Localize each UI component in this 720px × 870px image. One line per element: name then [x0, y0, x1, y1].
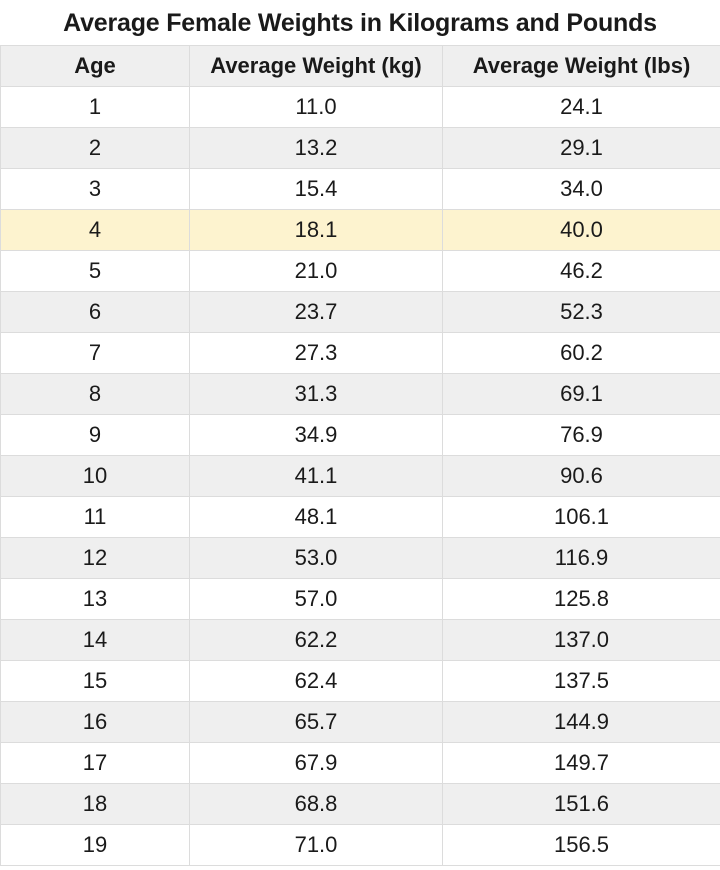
cell-age: 7 — [0, 332, 190, 374]
cell-age: 15 — [0, 660, 190, 702]
header-weight-kg: Average Weight (kg) — [189, 45, 443, 87]
header-age: Age — [0, 45, 190, 87]
table-row: 16 65.7 144.9 — [0, 701, 720, 743]
cell-weight-lbs: 69.1 — [442, 373, 720, 415]
cell-weight-kg: 48.1 — [189, 496, 443, 538]
table-row: 19 71.0 156.5 — [0, 824, 720, 866]
cell-age: 11 — [0, 496, 190, 538]
cell-weight-kg: 23.7 — [189, 291, 443, 333]
table-row: 17 67.9 149.7 — [0, 742, 720, 784]
cell-weight-kg: 65.7 — [189, 701, 443, 743]
table-row: 9 34.9 76.9 — [0, 414, 720, 456]
table-row: 14 62.2 137.0 — [0, 619, 720, 661]
cell-weight-kg: 15.4 — [189, 168, 443, 210]
table-row: 12 53.0 116.9 — [0, 537, 720, 579]
cell-age: 12 — [0, 537, 190, 579]
cell-weight-lbs: 156.5 — [442, 824, 720, 866]
cell-age: 10 — [0, 455, 190, 497]
cell-weight-kg: 53.0 — [189, 537, 443, 579]
cell-weight-kg: 21.0 — [189, 250, 443, 292]
cell-age: 2 — [0, 127, 190, 169]
cell-age: 14 — [0, 619, 190, 661]
cell-age: 18 — [0, 783, 190, 825]
cell-weight-kg: 18.1 — [189, 209, 443, 251]
cell-age: 3 — [0, 168, 190, 210]
cell-age: 8 — [0, 373, 190, 415]
cell-weight-lbs: 76.9 — [442, 414, 720, 456]
header-weight-lbs: Average Weight (lbs) — [442, 45, 720, 87]
table-row: 8 31.3 69.1 — [0, 373, 720, 415]
cell-weight-lbs: 60.2 — [442, 332, 720, 374]
cell-weight-lbs: 29.1 — [442, 127, 720, 169]
cell-weight-lbs: 34.0 — [442, 168, 720, 210]
table-title: Average Female Weights in Kilograms and … — [63, 9, 657, 37]
cell-age: 16 — [0, 701, 190, 743]
cell-weight-kg: 68.8 — [189, 783, 443, 825]
cell-weight-kg: 13.2 — [189, 127, 443, 169]
table-row: 13 57.0 125.8 — [0, 578, 720, 620]
cell-weight-lbs: 46.2 — [442, 250, 720, 292]
cell-weight-kg: 11.0 — [189, 86, 443, 128]
table-row: 4 18.1 40.0 — [0, 209, 720, 251]
cell-age: 4 — [0, 209, 190, 251]
table-row: 15 62.4 137.5 — [0, 660, 720, 702]
cell-age: 1 — [0, 86, 190, 128]
cell-weight-kg: 67.9 — [189, 742, 443, 784]
header-row: Age Average Weight (kg) Average Weight (… — [0, 45, 720, 87]
cell-age: 9 — [0, 414, 190, 456]
cell-weight-lbs: 24.1 — [442, 86, 720, 128]
cell-weight-kg: 41.1 — [189, 455, 443, 497]
cell-weight-lbs: 137.0 — [442, 619, 720, 661]
cell-age: 6 — [0, 291, 190, 333]
cell-weight-kg: 27.3 — [189, 332, 443, 374]
table-row: 10 41.1 90.6 — [0, 455, 720, 497]
cell-weight-kg: 34.9 — [189, 414, 443, 456]
cell-weight-lbs: 137.5 — [442, 660, 720, 702]
cell-age: 5 — [0, 250, 190, 292]
table-row: 7 27.3 60.2 — [0, 332, 720, 374]
cell-weight-lbs: 106.1 — [442, 496, 720, 538]
cell-weight-lbs: 149.7 — [442, 742, 720, 784]
cell-weight-lbs: 52.3 — [442, 291, 720, 333]
table-row: 5 21.0 46.2 — [0, 250, 720, 292]
cell-weight-kg: 62.2 — [189, 619, 443, 661]
cell-weight-kg: 62.4 — [189, 660, 443, 702]
table-row: 18 68.8 151.6 — [0, 783, 720, 825]
cell-weight-kg: 71.0 — [189, 824, 443, 866]
cell-age: 13 — [0, 578, 190, 620]
cell-weight-lbs: 144.9 — [442, 701, 720, 743]
cell-age: 17 — [0, 742, 190, 784]
cell-weight-lbs: 90.6 — [442, 455, 720, 497]
weights-table: Age Average Weight (kg) Average Weight (… — [0, 45, 720, 866]
cell-weight-kg: 31.3 — [189, 373, 443, 415]
cell-age: 19 — [0, 824, 190, 866]
cell-weight-lbs: 151.6 — [442, 783, 720, 825]
cell-weight-lbs: 125.8 — [442, 578, 720, 620]
table-row: 3 15.4 34.0 — [0, 168, 720, 210]
table-row: 11 48.1 106.1 — [0, 496, 720, 538]
cell-weight-kg: 57.0 — [189, 578, 443, 620]
table-row: 6 23.7 52.3 — [0, 291, 720, 333]
table-row: 2 13.2 29.1 — [0, 127, 720, 169]
cell-weight-lbs: 40.0 — [442, 209, 720, 251]
table-row: 1 11.0 24.1 — [0, 86, 720, 128]
cell-weight-lbs: 116.9 — [442, 537, 720, 579]
